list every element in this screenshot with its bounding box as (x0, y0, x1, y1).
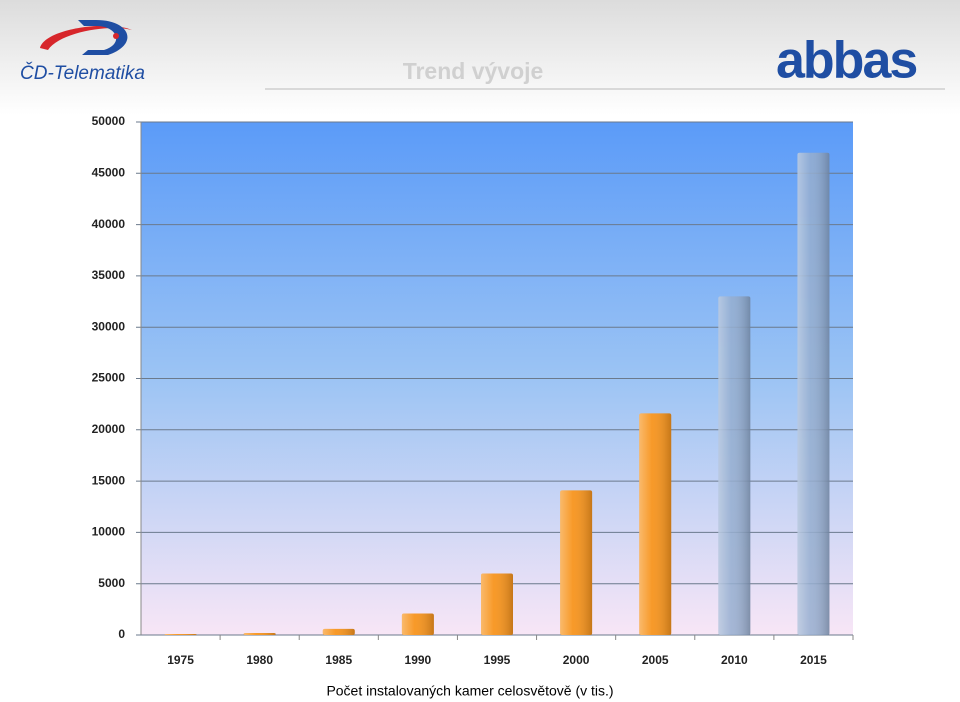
bar-shine (797, 152, 830, 635)
bar-shine (560, 490, 593, 635)
x-tick-label: 2010 (721, 653, 748, 667)
y-tick-label: 25000 (92, 371, 126, 385)
bar-shine (481, 573, 513, 635)
y-tick-label: 30000 (92, 319, 126, 333)
bar-shine (639, 413, 672, 635)
header-bg (0, 0, 960, 115)
x-tick-label: 1980 (246, 653, 273, 667)
bar-shine (164, 633, 197, 635)
x-tick-label: 2005 (642, 653, 669, 667)
bar-shine (401, 613, 434, 635)
slide-title: Trend vývoje (403, 58, 544, 84)
y-tick-label: 15000 (92, 473, 126, 487)
bar-shine (243, 632, 276, 635)
bar-shine (322, 628, 355, 635)
bar-shine (718, 296, 751, 635)
x-tick-label: 1985 (325, 653, 352, 667)
y-tick-label: 20000 (92, 422, 126, 436)
y-tick-label: 10000 (92, 525, 126, 539)
y-tick-label: 50000 (92, 114, 126, 128)
y-tick-label: 40000 (92, 217, 126, 231)
right-logo: abbas (776, 32, 916, 90)
y-tick-label: 35000 (92, 268, 126, 282)
y-tick-label: 5000 (98, 576, 125, 590)
cd-logo: ČD-Telematika (20, 20, 145, 84)
y-tick-label: 0 (118, 627, 125, 641)
x-tick-label: 1995 (484, 653, 511, 667)
x-tick-label: 2000 (563, 653, 590, 667)
x-tick-label: 2015 (800, 653, 827, 667)
caption: Počet instalovaných kamer celosvětově (v… (326, 683, 613, 699)
y-tick-label: 45000 (92, 165, 126, 179)
left-logo: ČD-Telematika (20, 62, 145, 84)
x-tick-label: 1975 (167, 653, 194, 667)
x-tick-label: 1990 (405, 653, 432, 667)
